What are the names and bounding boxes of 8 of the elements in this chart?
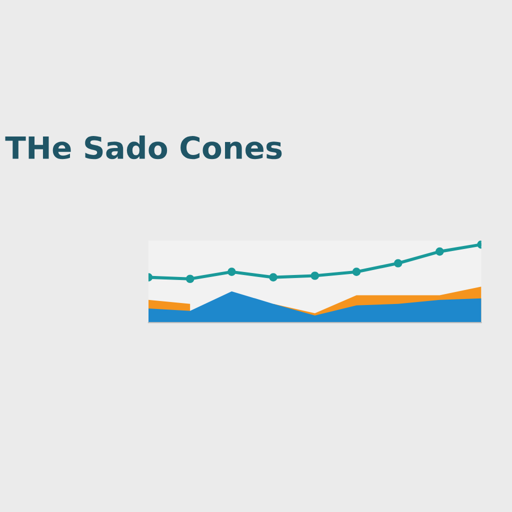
point: [352, 268, 361, 276]
point: [394, 259, 402, 268]
point: [436, 247, 444, 256]
point: [186, 274, 194, 284]
point: [228, 268, 236, 276]
chart-title: THe Sado Cones: [5, 136, 282, 160]
point: [310, 272, 320, 280]
point: [269, 273, 278, 282]
